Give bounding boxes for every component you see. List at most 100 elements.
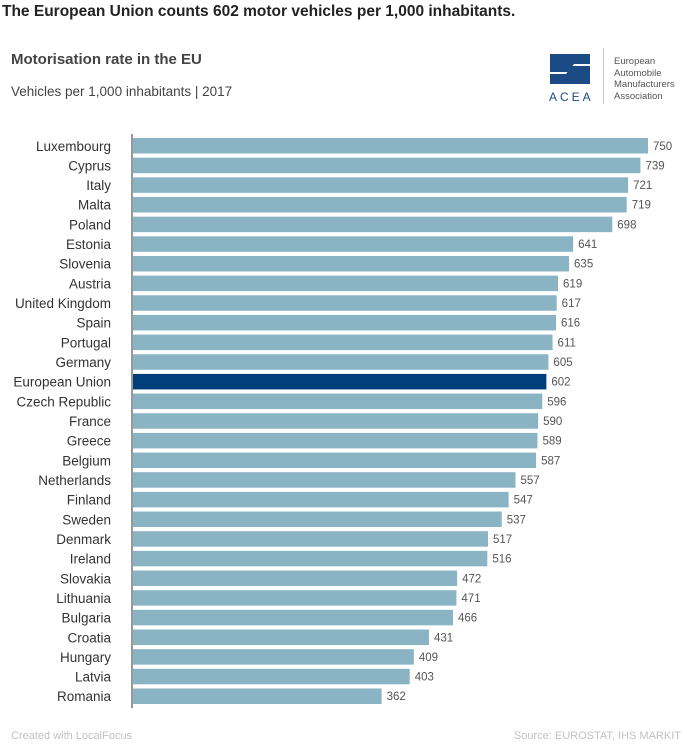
bar-bulgaria[interactable]: [133, 609, 453, 626]
category-label: France: [69, 414, 111, 429]
bar-france[interactable]: [133, 413, 539, 429]
bar-portugal[interactable]: [133, 334, 553, 351]
category-label: Germany: [55, 355, 111, 370]
category-label: Cyprus: [68, 158, 111, 173]
value-label: 466: [458, 613, 477, 625]
value-label: 409: [419, 652, 438, 664]
bar-luxembourg[interactable]: [133, 138, 648, 154]
source-note: Source: EUROSTAT, IHS MARKIT: [513, 730, 681, 742]
category-label: Poland: [69, 217, 111, 232]
bar-italy[interactable]: [133, 177, 629, 193]
value-label: 750: [653, 141, 672, 153]
category-label: Estonia: [66, 237, 112, 252]
bar-denmark[interactable]: [133, 531, 489, 547]
bar-estonia[interactable]: [133, 236, 574, 252]
bar-belgium[interactable]: [133, 452, 537, 469]
bar-spain[interactable]: [133, 314, 556, 331]
category-label: Lithuania: [56, 591, 111, 606]
category-label: Hungary: [60, 650, 111, 665]
headline: The European Union counts 602 motor vehi…: [2, 3, 516, 20]
category-label: Luxembourg: [36, 139, 111, 154]
bar-united-kingdom[interactable]: [133, 295, 557, 311]
bar-sweden[interactable]: [133, 511, 502, 528]
category-label: Romania: [57, 689, 112, 704]
category-label: Malta: [78, 198, 112, 213]
bar-slovakia[interactable]: [133, 570, 458, 587]
value-label: 616: [561, 318, 580, 330]
value-label: 605: [553, 357, 572, 369]
bar-greece[interactable]: [133, 432, 538, 449]
value-label: 596: [547, 396, 566, 408]
value-label: 517: [493, 534, 512, 546]
bar-romania[interactable]: [133, 688, 382, 704]
category-label: Sweden: [62, 512, 111, 527]
org-line: Association: [614, 90, 663, 102]
category-label: Latvia: [75, 670, 112, 685]
value-label: 472: [462, 573, 481, 585]
category-label: Finland: [67, 493, 111, 508]
category-label: Portugal: [61, 335, 111, 350]
acea-org-name: European Automobile Manufacturers Associ…: [614, 56, 687, 102]
value-label: 719: [632, 200, 651, 212]
category-label: Netherlands: [38, 473, 111, 488]
value-label: 516: [492, 554, 511, 566]
category-label: Italy: [86, 178, 111, 193]
bar-cyprus[interactable]: [133, 157, 641, 174]
value-label: 589: [542, 436, 561, 448]
category-label: Denmark: [56, 532, 111, 547]
category-label: Czech Republic: [16, 394, 111, 409]
category-label: Belgium: [62, 453, 111, 468]
category-label: Spain: [76, 316, 111, 331]
chart-subtitle: Vehicles per 1,000 inhabitants | 2017: [11, 84, 233, 99]
value-label: 619: [563, 278, 582, 290]
bar-finland[interactable]: [133, 491, 509, 508]
value-label: 721: [633, 180, 652, 192]
bar-hungary[interactable]: [133, 649, 414, 665]
bar-austria[interactable]: [133, 275, 559, 292]
bar-european-union[interactable]: [133, 373, 547, 390]
value-label: 557: [520, 475, 539, 487]
category-label: United Kingdom: [15, 296, 111, 311]
value-label: 547: [514, 495, 533, 507]
bar-slovenia[interactable]: [133, 255, 570, 272]
category-label: Bulgaria: [61, 611, 111, 626]
value-label: 403: [415, 672, 434, 684]
value-label: 431: [434, 632, 453, 644]
value-label: 641: [578, 239, 597, 251]
acea-acronym: ACEA: [549, 90, 594, 104]
bar-ireland[interactable]: [133, 550, 488, 567]
bar-malta[interactable]: [133, 196, 627, 213]
chart-title: Motorisation rate in the EU: [11, 51, 202, 68]
bar-germany[interactable]: [133, 354, 549, 370]
bar-croatia[interactable]: [133, 629, 429, 646]
value-label: 698: [617, 219, 636, 231]
value-label: 590: [543, 416, 562, 428]
bar-chart: Luxembourg 750 Cyprus 739 Italy 721 Malta 719 Po…: [13, 134, 672, 709]
bar-netherlands[interactable]: [133, 472, 516, 488]
category-label: European Union: [13, 375, 111, 390]
credit-link[interactable]: Created with LocalFocus: [11, 730, 133, 742]
bar-czech-republic[interactable]: [133, 393, 543, 410]
org-line: European: [614, 56, 656, 67]
value-label: 602: [551, 377, 570, 389]
bar-poland[interactable]: [133, 216, 613, 233]
value-label: 537: [507, 514, 526, 526]
value-label: 471: [461, 593, 480, 605]
bar-latvia[interactable]: [133, 668, 410, 685]
category-label: Greece: [67, 434, 111, 449]
category-label: Slovakia: [60, 571, 112, 586]
org-line: Manufacturers: [614, 79, 675, 90]
category-label: Croatia: [67, 630, 111, 645]
acea-emblem-icon: [550, 54, 590, 84]
value-label: 635: [574, 259, 593, 271]
org-line: Automobile: [614, 67, 662, 79]
category-label: Ireland: [70, 552, 111, 567]
category-label: Austria: [69, 276, 112, 291]
acea-logo[interactable]: ACEA European Automobile Manufacturers A…: [546, 48, 686, 108]
category-label: Slovenia: [59, 257, 111, 272]
bar-lithuania[interactable]: [133, 590, 457, 606]
value-label: 739: [645, 160, 664, 172]
value-label: 617: [562, 298, 581, 310]
logo-divider: [603, 48, 604, 104]
value-label: 611: [558, 337, 576, 349]
